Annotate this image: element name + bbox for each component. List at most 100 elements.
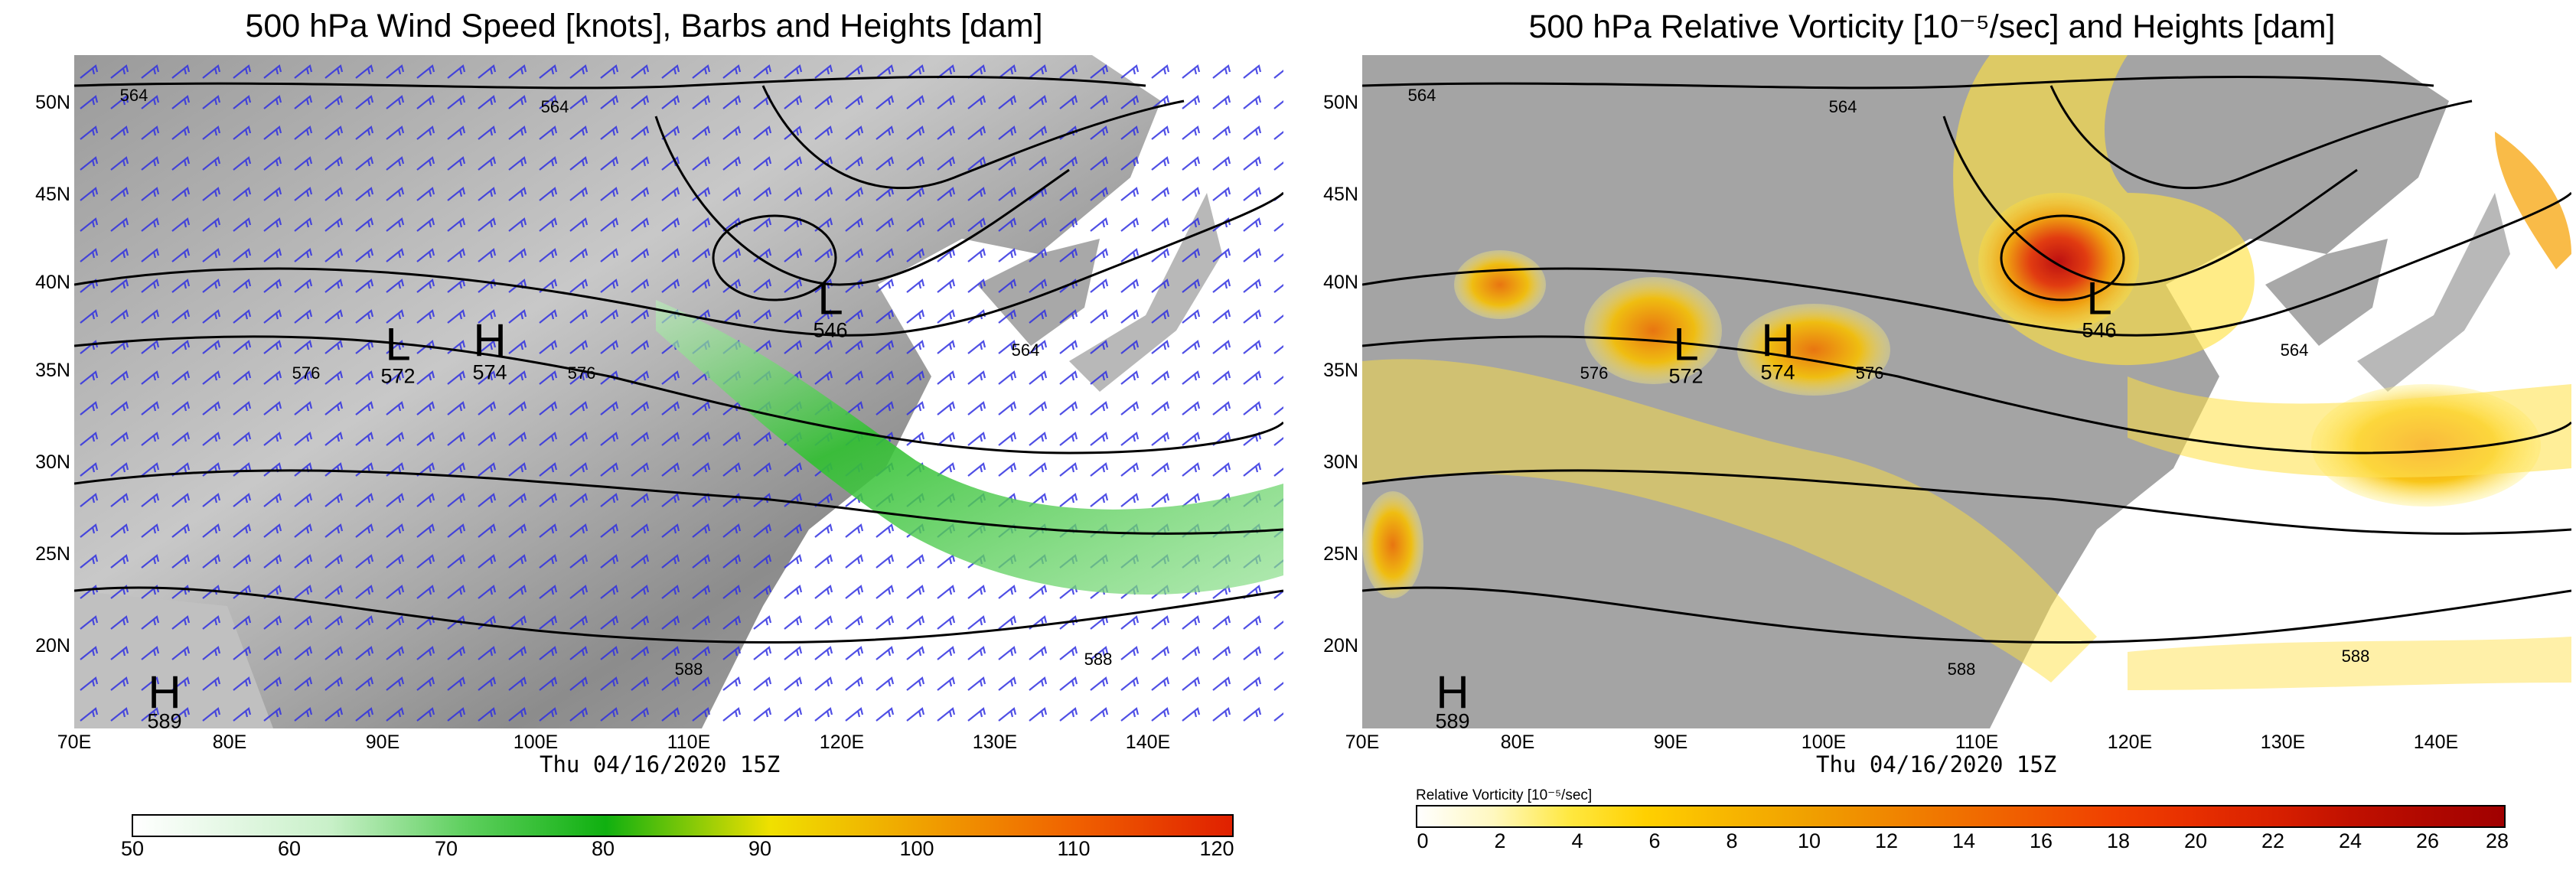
colorbar-tick: 26	[2415, 829, 2440, 852]
colorbar-title: Relative Vorticity [10⁻⁵/sec]	[1416, 787, 1593, 803]
lat-label-45n: 45N	[35, 184, 70, 205]
marker-value: 546	[2082, 318, 2117, 342]
marker-value: 589	[147, 709, 182, 733]
lat-label-20n: 20N	[35, 635, 70, 657]
colorbar-tick: 90	[748, 837, 772, 860]
wind-barbs	[74, 55, 1283, 728]
contour-label: 576	[1580, 363, 1609, 383]
colorbar-tick: 8	[1726, 829, 1738, 852]
colorbar-tick: 120	[1199, 837, 1234, 860]
lon-label-120e: 120E	[819, 732, 865, 753]
lat-label-30n: 30N	[1323, 451, 1358, 473]
vorticity-panel: 500 hPa Relative Vorticity [10⁻⁵/sec] an…	[1288, 0, 2576, 870]
japan-land	[2357, 193, 2510, 392]
colorbar-tick: 20	[2183, 829, 2208, 852]
colorbar-tick: 22	[2261, 829, 2285, 852]
contour-label: 564	[2280, 341, 2309, 360]
vorticity-map	[1362, 55, 2571, 728]
lat-label-20n: 20N	[1323, 635, 1358, 657]
marker-value: 574	[1760, 360, 1795, 384]
contour-label: 564	[1407, 86, 1436, 105]
marker-value: 574	[472, 360, 507, 384]
colorbar-tick: 50	[120, 837, 145, 860]
low-pressure-marker: L	[1673, 318, 1699, 370]
vorticity-shading	[1362, 55, 2571, 690]
low-pressure-marker: L	[385, 318, 411, 370]
high-pressure-marker: H	[148, 666, 181, 718]
map-canvas	[74, 55, 1283, 728]
korea-land	[2265, 239, 2388, 346]
low-pressure-marker: L	[817, 272, 843, 324]
wind-speed-map	[74, 55, 1283, 728]
contour-label: 588	[1947, 660, 1976, 679]
contour-label: 588	[2341, 647, 2370, 666]
lon-label-140e: 140E	[2413, 732, 2459, 753]
lon-label-110e: 110E	[1955, 732, 1999, 753]
lon-label-80e: 80E	[212, 732, 247, 753]
contour-label: 576	[1855, 363, 1884, 383]
colorbar-tick: 4	[1571, 829, 1583, 852]
valid-time: Thu 04/16/2020 15Z	[540, 751, 781, 777]
colorbar-tick: 110	[1057, 837, 1091, 860]
lon-label-110e: 110E	[667, 732, 711, 753]
high-pressure-marker: H	[1436, 666, 1469, 718]
lon-label-70e: 70E	[1345, 732, 1380, 753]
lat-label-40n: 40N	[35, 272, 70, 293]
colorbar-tick: 6	[1648, 829, 1661, 852]
low-pressure-marker: L	[2086, 272, 2112, 324]
colorbar-tick: 14	[1952, 829, 1976, 852]
panel-title: 500 hPa Relative Vorticity [10⁻⁵/sec] an…	[1528, 8, 2336, 45]
colorbar-tick: 80	[591, 837, 615, 860]
contour-label: 588	[674, 660, 703, 679]
lon-label-90e: 90E	[1653, 732, 1688, 753]
colorbar-tick: 18	[2106, 829, 2131, 852]
colorbar-tick: 60	[277, 837, 302, 860]
colorbar	[1416, 805, 2506, 828]
high-pressure-marker: H	[1761, 314, 1795, 367]
lat-label-45n: 45N	[1323, 184, 1358, 205]
colorbar-tick: 0	[1417, 829, 1429, 852]
contour-label: 564	[1828, 97, 1857, 116]
colorbar-tick: 24	[2338, 829, 2362, 852]
lon-label-90e: 90E	[365, 732, 400, 753]
marker-value: 589	[1435, 709, 1470, 733]
lon-label-120e: 120E	[2107, 732, 2153, 753]
lat-label-25n: 25N	[35, 543, 70, 565]
jet-stream-shading	[656, 300, 1283, 595]
colorbar-tick: 16	[2029, 829, 2053, 852]
height-contours	[1362, 75, 2571, 644]
valid-time: Thu 04/16/2020 15Z	[1816, 751, 2057, 777]
marker-value: 572	[380, 364, 416, 388]
lon-label-130e: 130E	[972, 732, 1018, 753]
contour-label: 564	[1011, 341, 1040, 360]
colorbar-tick: 28	[2485, 829, 2509, 852]
lon-label-130e: 130E	[2260, 732, 2306, 753]
contour-label: 576	[567, 363, 596, 383]
colorbar	[132, 814, 1234, 837]
colorbar-tick: 10	[1797, 829, 1821, 852]
lat-label-25n: 25N	[1323, 543, 1358, 565]
lon-label-100e: 100E	[1801, 732, 1847, 753]
contour-label: 564	[119, 86, 148, 105]
panel-title: 500 hPa Wind Speed [knots], Barbs and He…	[245, 8, 1043, 44]
marker-value: 572	[1668, 364, 1704, 388]
lat-label-50n: 50N	[1323, 92, 1358, 113]
lon-label-80e: 80E	[1500, 732, 1535, 753]
lon-label-70e: 70E	[57, 732, 92, 753]
wind-speed-panel: 500 hPa Wind Speed [knots], Barbs and He…	[35, 8, 1283, 860]
height-contours	[74, 75, 1283, 644]
lat-label-30n: 30N	[35, 451, 70, 473]
contour-label: 576	[292, 363, 321, 383]
marker-value: 546	[813, 318, 848, 342]
contour-label: 564	[540, 97, 569, 116]
high-pressure-marker: H	[473, 314, 507, 367]
colorbar-tick: 70	[434, 837, 458, 860]
colorbar-tick: 2	[1494, 829, 1506, 852]
lat-label-35n: 35N	[1323, 360, 1358, 381]
lat-label-50n: 50N	[35, 92, 70, 113]
lat-label-40n: 40N	[1323, 272, 1358, 293]
colorbar-tick: 12	[1874, 829, 1899, 852]
map-canvas	[1362, 55, 2571, 728]
lat-label-35n: 35N	[35, 360, 70, 381]
contour-label: 588	[1084, 650, 1113, 669]
